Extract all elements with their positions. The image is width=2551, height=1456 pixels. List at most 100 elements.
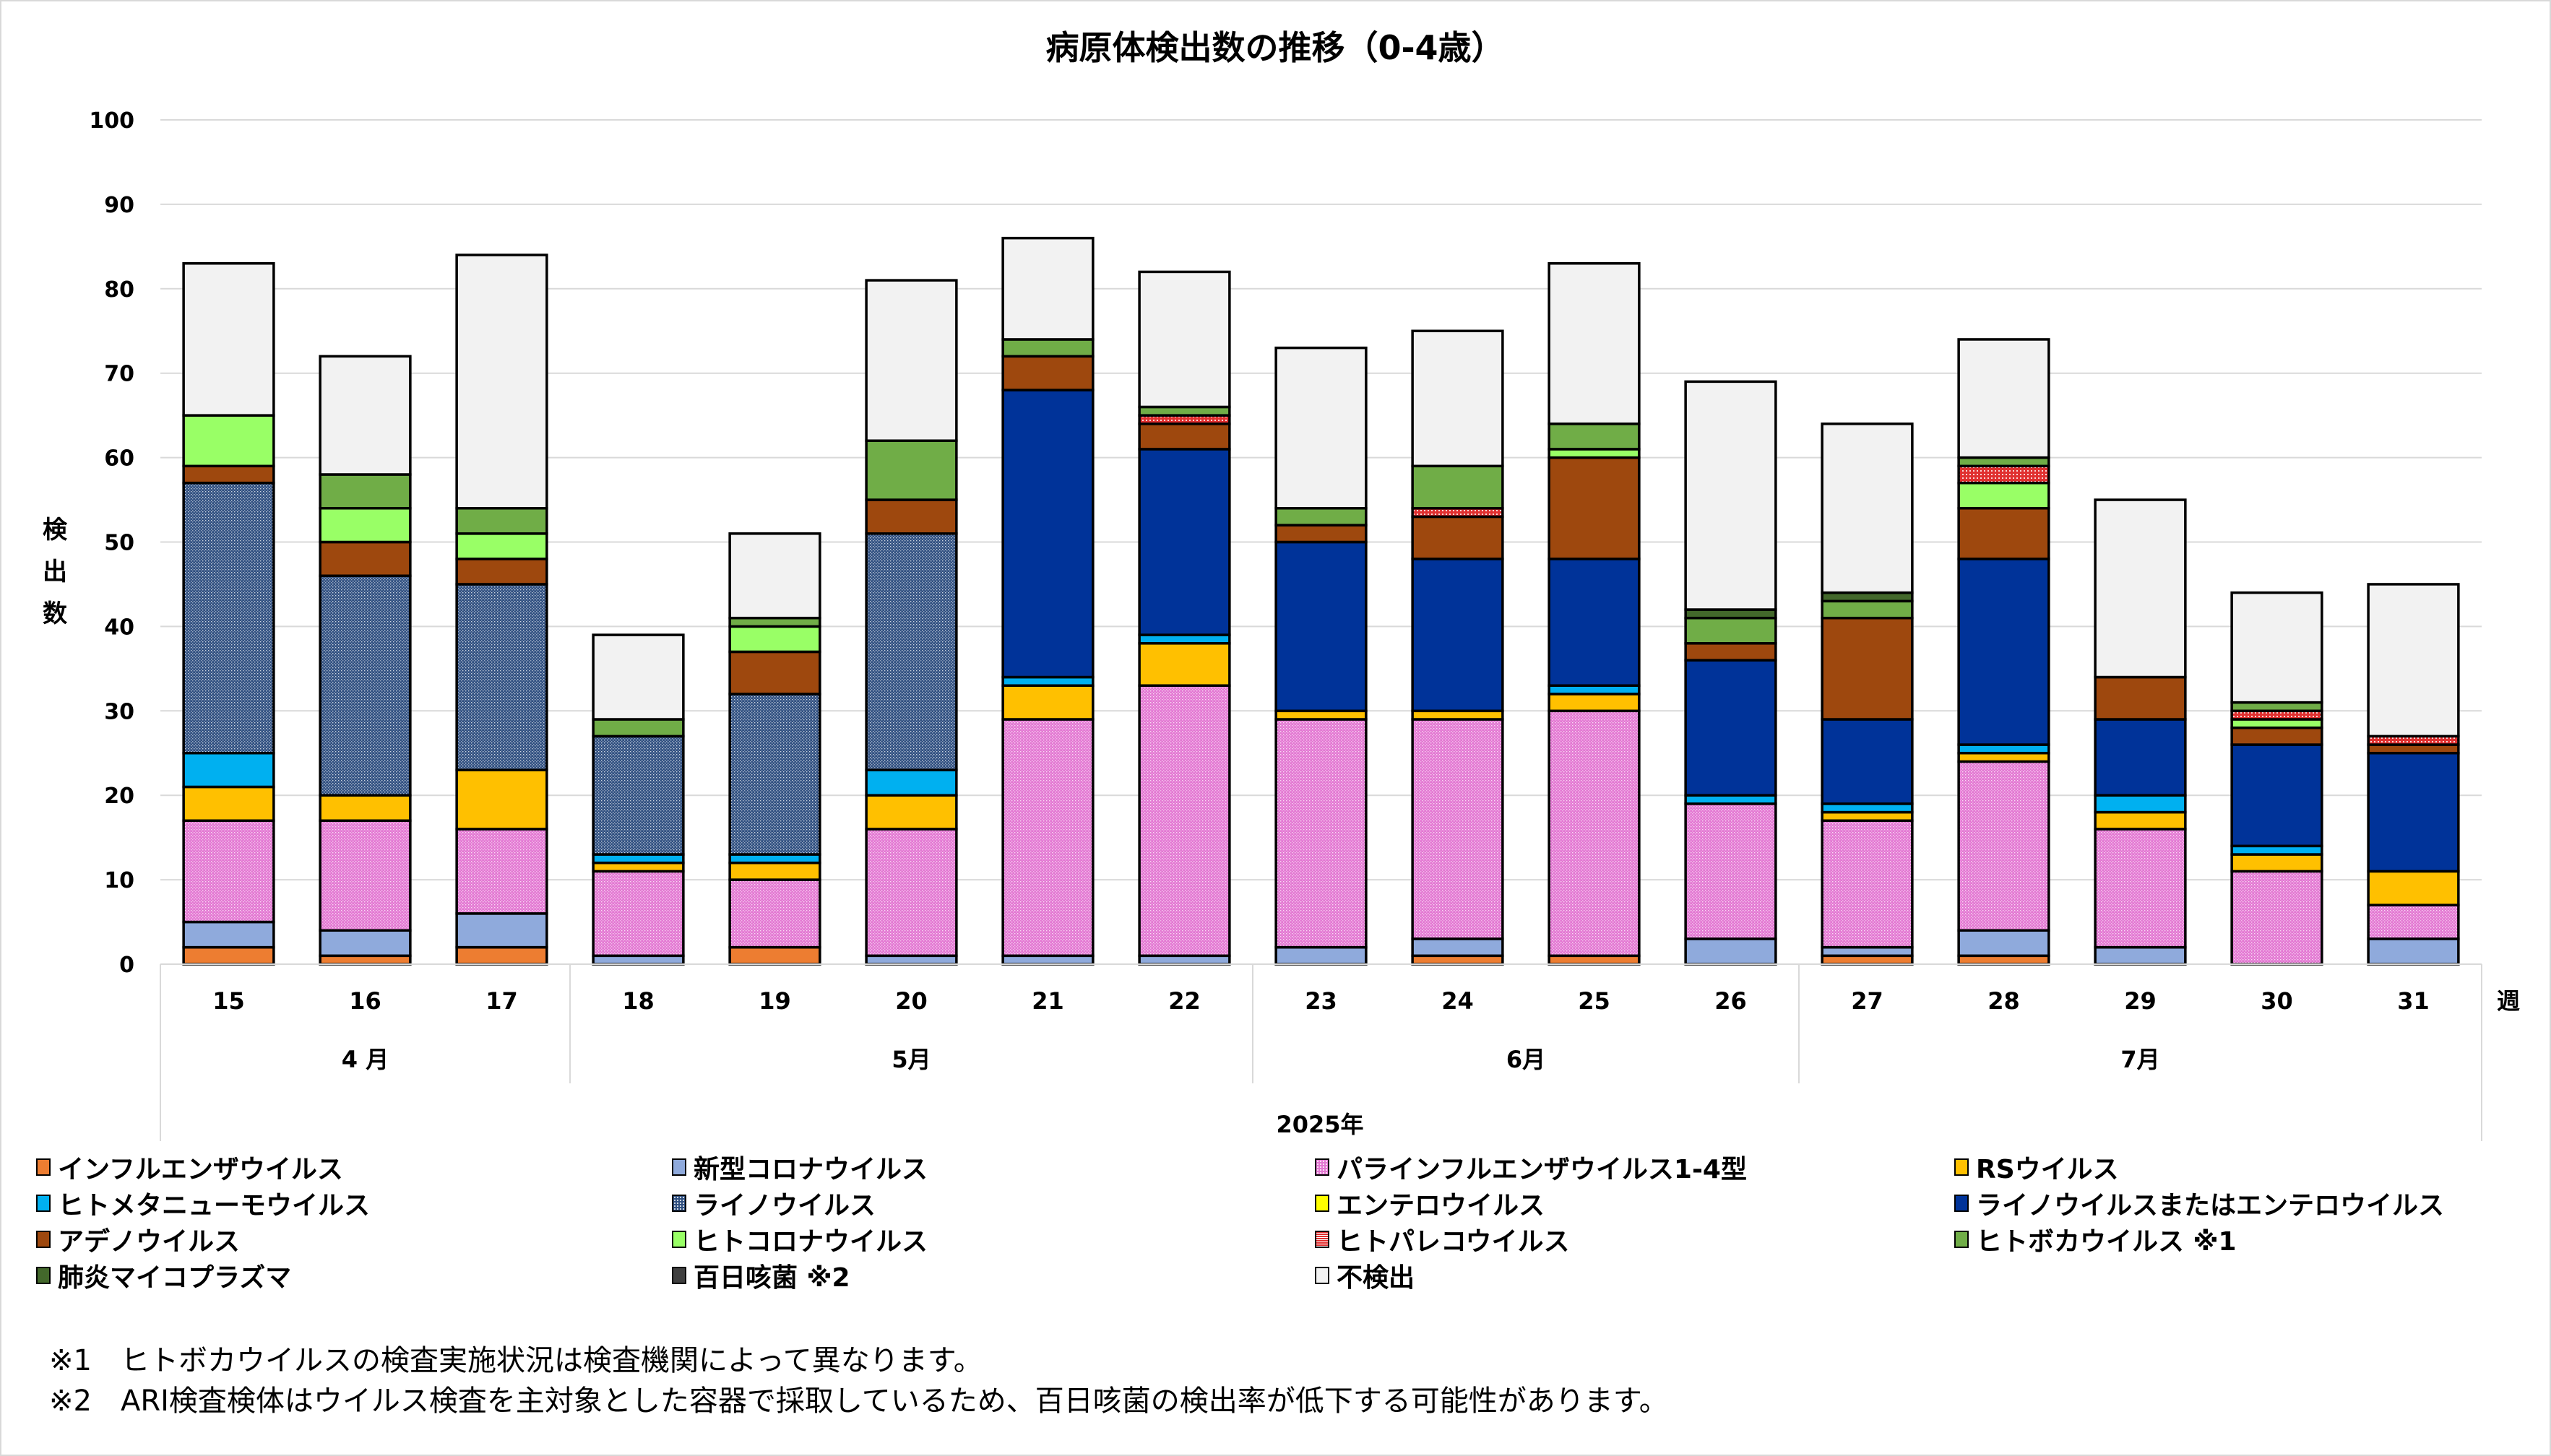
bar-segment — [1957, 760, 2050, 932]
bar-segment — [1411, 506, 1504, 519]
legend-swatch — [1315, 1231, 1329, 1248]
bar-week-30 — [2230, 591, 2323, 966]
legend-item: 百日咳菌 ※2 — [672, 1257, 850, 1294]
bar-segment — [1138, 405, 1231, 417]
x-tick-label: 19 — [759, 987, 791, 1015]
bar-week-17 — [455, 254, 548, 966]
bar-segment — [455, 532, 548, 560]
bar-segment — [2230, 743, 2323, 848]
bar-segment — [865, 768, 958, 797]
bar-week-18 — [592, 633, 685, 966]
legend-label: 新型コロナウイルス — [694, 1155, 928, 1184]
bar-segment — [319, 574, 412, 797]
bar-segment — [1001, 718, 1095, 958]
bar-segment — [2367, 904, 2460, 940]
bar-segment — [2230, 853, 2323, 873]
bar-segment — [182, 920, 275, 949]
y-tick-label: 0 — [119, 953, 134, 978]
legend-swatch — [672, 1158, 686, 1176]
bar-segment — [2094, 675, 2187, 721]
bar-segment — [1821, 945, 1914, 958]
bars — [182, 236, 2460, 966]
bar-segment — [1957, 481, 2050, 510]
bar-segment — [2230, 701, 2323, 713]
month-label: 7月 — [2120, 1046, 2159, 1073]
legend-label: ライノウイルス — [694, 1191, 876, 1221]
bar-segment — [2230, 709, 2323, 721]
legend-item: インフルエンザウイルス — [36, 1148, 343, 1186]
bar-segment — [2230, 718, 2323, 729]
bar-segment — [182, 945, 275, 966]
legend-label: ヒトボカウイルス ※1 — [1976, 1227, 2237, 1257]
bar-segment — [455, 828, 548, 915]
legend-item: ヒトコロナウイルス — [672, 1221, 928, 1258]
bar-segment — [592, 954, 685, 966]
bar-segment — [865, 498, 958, 535]
bar-segment — [1548, 954, 1641, 966]
bar-segment — [1684, 608, 1777, 620]
bar-segment — [592, 633, 685, 721]
x-tick-label: 30 — [2261, 987, 2293, 1015]
y-tick-label: 90 — [104, 193, 134, 218]
bar-segment — [592, 853, 685, 864]
bar-segment — [728, 532, 821, 620]
bar-segment — [1957, 558, 2050, 746]
bar-segment — [1684, 642, 1777, 662]
bar-segment — [1548, 456, 1641, 560]
y-axis-title-char: 検 — [43, 516, 68, 545]
bar-segment — [1274, 945, 1368, 966]
bar-week-23 — [1274, 346, 1368, 966]
bar-segment — [728, 861, 821, 881]
bar-segment — [1548, 261, 1641, 425]
bar-segment — [1548, 448, 1641, 459]
bar-week-28 — [1957, 338, 2050, 966]
bar-segment — [865, 828, 958, 958]
bar-segment — [455, 945, 548, 966]
bar-segment — [1684, 380, 1777, 611]
bar-segment — [728, 945, 821, 966]
bar-segment — [1957, 338, 2050, 459]
bar-segment — [728, 625, 821, 654]
chart: 病原体検出数の推移（0-4歳） 0 10 20 30 40 50 60 70 80 90 100 検… — [43, 28, 2520, 1141]
bar-segment — [1957, 464, 2050, 485]
bar-segment — [1138, 448, 1231, 636]
bar-segment — [592, 861, 685, 873]
bar-segment — [2230, 870, 2323, 966]
legend-label: ライノウイルスまたはエンテロウイルス — [1976, 1191, 2445, 1221]
legend-swatch — [36, 1267, 51, 1284]
bar-segment — [1001, 236, 1095, 341]
bar-segment — [455, 254, 548, 510]
bar-week-16 — [319, 355, 412, 966]
x-tick-label: 29 — [2124, 987, 2157, 1015]
legend-swatch — [1315, 1158, 1329, 1176]
y-axis-title-char: 数 — [43, 599, 67, 628]
bar-week-27 — [1821, 422, 1914, 966]
bar-segment — [2094, 945, 2187, 966]
bar-segment — [2367, 583, 2460, 738]
chart-title: 病原体検出数の推移（0-4歳） — [1045, 28, 1504, 67]
bar-segment — [1821, 810, 1914, 823]
bar-segment — [728, 616, 821, 628]
month-label: 4 月 — [342, 1046, 389, 1073]
y-axis-title: 検出数 — [43, 516, 68, 628]
bar-week-21 — [1001, 236, 1095, 966]
bar-segment — [2230, 591, 2323, 704]
legend-item: 不検出 — [1315, 1257, 1415, 1294]
bar-segment — [1821, 802, 1914, 814]
bar-segment — [1138, 954, 1231, 966]
bar-segment — [1001, 675, 1095, 687]
legend-swatch — [1315, 1267, 1329, 1284]
bar-week-31 — [2367, 583, 2460, 966]
x-tick-label: 27 — [1851, 987, 1883, 1015]
bar-segment — [1821, 718, 1914, 805]
bar-week-29 — [2094, 498, 2187, 966]
bar-segment — [455, 768, 548, 831]
legend-swatch — [1954, 1158, 1969, 1176]
bar-segment — [1411, 937, 1504, 958]
legend-item: ライノウイルスまたはエンテロウイルス — [1954, 1184, 2444, 1222]
legend-label: RSウイルス — [1976, 1155, 2119, 1184]
x-tick-label: 31 — [2397, 987, 2430, 1015]
bar-segment — [455, 558, 548, 586]
legend-label: アデノウイルス — [58, 1227, 241, 1257]
